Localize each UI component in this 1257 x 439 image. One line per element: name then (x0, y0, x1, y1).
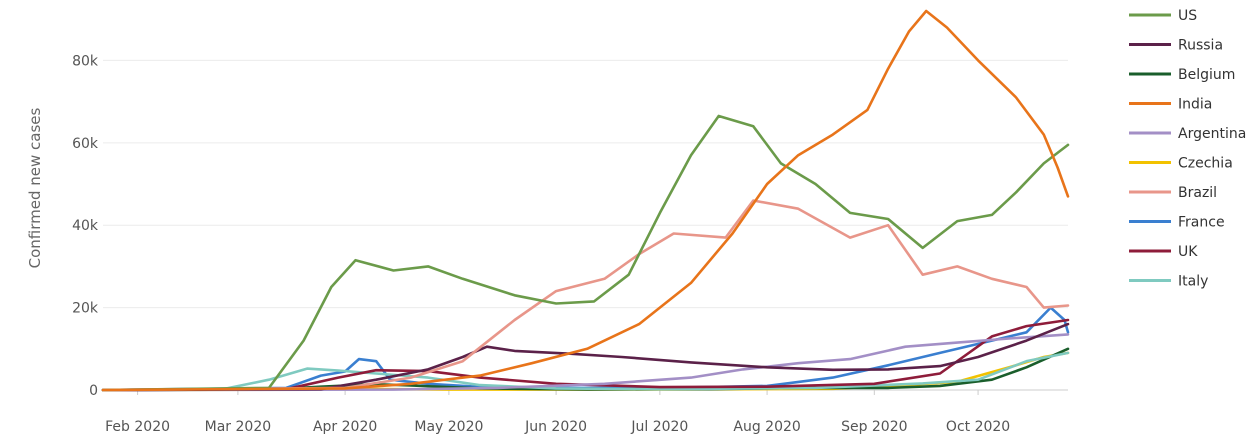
legend-label-russia: Russia (1178, 38, 1223, 54)
x-tick-label: Feb 2020 (105, 419, 170, 435)
series-line-us (101, 114, 1070, 392)
x-tick-label: Oct 2020 (946, 419, 1010, 435)
y-tick-label: 0 (89, 383, 98, 399)
legend-label-uk: UK (1178, 244, 1198, 260)
legend-label-belgium: Belgium (1178, 67, 1235, 83)
x-tick-label: Mar 2020 (205, 419, 272, 435)
legend-label-argentina: Argentina (1178, 126, 1246, 142)
legend: US Russia Belgium India Argentina Czechia Braz… (1129, 8, 1246, 290)
legend-label-india: India (1178, 97, 1212, 113)
series-lines (101, 9, 1070, 392)
legend-label-us: US (1178, 8, 1197, 24)
series-line-uk (101, 318, 1070, 392)
series-line-italy (101, 351, 1070, 392)
legend-label-brazil: Brazil (1178, 185, 1217, 201)
series-line-brazil (101, 199, 1070, 392)
legend-label-czechia: Czechia (1178, 156, 1233, 172)
x-tick-label: Apr 2020 (313, 419, 377, 435)
x-tick-label: Aug 2020 (733, 419, 800, 435)
x-tick-label: Jun 2020 (524, 419, 587, 435)
x-tick-label: Jul 2020 (630, 419, 688, 435)
legend-label-italy: Italy (1178, 274, 1208, 290)
series-line-argentina (101, 333, 1070, 392)
x-tick-label: May 2020 (414, 419, 483, 435)
y-axis-ticks: 0 20k 40k 60k 80k (72, 53, 99, 399)
y-tick-label: 20k (72, 301, 99, 317)
series-line-russia (101, 322, 1070, 392)
y-tick-label: 60k (72, 136, 99, 152)
x-tick-label: Sep 2020 (841, 419, 907, 435)
series-line-india (101, 9, 1070, 392)
y-tick-label: 40k (72, 218, 99, 234)
gridlines (103, 59, 1068, 391)
y-axis-label: Confirmed new cases (26, 107, 44, 268)
y-tick-label: 80k (72, 53, 99, 69)
x-axis-ticks: Feb 2020 Mar 2020 Apr 2020 May 2020 Jun 2020… (105, 390, 1010, 435)
legend-label-france: France (1178, 215, 1225, 231)
